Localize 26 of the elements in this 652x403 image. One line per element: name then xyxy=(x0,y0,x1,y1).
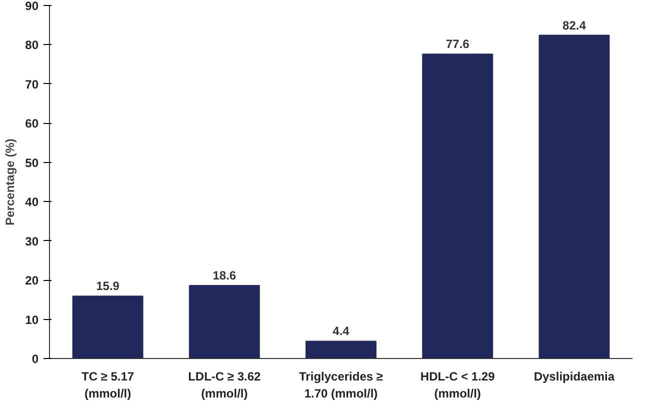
data-label: 77.6 xyxy=(446,37,470,52)
bar xyxy=(72,296,144,358)
data-label: 82.4 xyxy=(562,18,586,32)
y-axis-title: Percentage (%) xyxy=(3,138,18,226)
x-tick-label: HDL-C < 1.29 (mmol/l) xyxy=(420,370,496,400)
bar xyxy=(306,340,376,358)
y-tick-label: 0 xyxy=(32,352,39,366)
y-tick-label: 60 xyxy=(25,116,39,131)
y-tick-label: 80 xyxy=(25,38,39,52)
y-tick-label: 70 xyxy=(25,77,39,92)
y-tick-label: 10 xyxy=(25,312,39,327)
bar xyxy=(538,34,610,358)
y-tick-label: 40 xyxy=(25,195,39,210)
data-label: 4.4 xyxy=(332,324,350,338)
data-label: 15.9 xyxy=(96,279,120,294)
x-tick-label: Dyslipidaemia xyxy=(534,370,615,384)
y-tick-label: 90 xyxy=(25,0,39,13)
x-tick-label: LDL-C ≥ 3.62 (mmol/l) xyxy=(188,370,262,400)
x-tick-label: Triglycerides ≥ 1.70 (mmol/l) xyxy=(299,370,384,400)
data-label: 18.6 xyxy=(212,268,236,283)
bar xyxy=(422,54,494,358)
y-tick-label: 30 xyxy=(25,234,39,248)
y-tick-label: 20 xyxy=(25,274,39,288)
y-tick-label: 50 xyxy=(25,156,39,170)
x-tick-label: TC ≥ 5.17 (mmol/l) xyxy=(81,370,134,400)
bar xyxy=(188,285,260,358)
